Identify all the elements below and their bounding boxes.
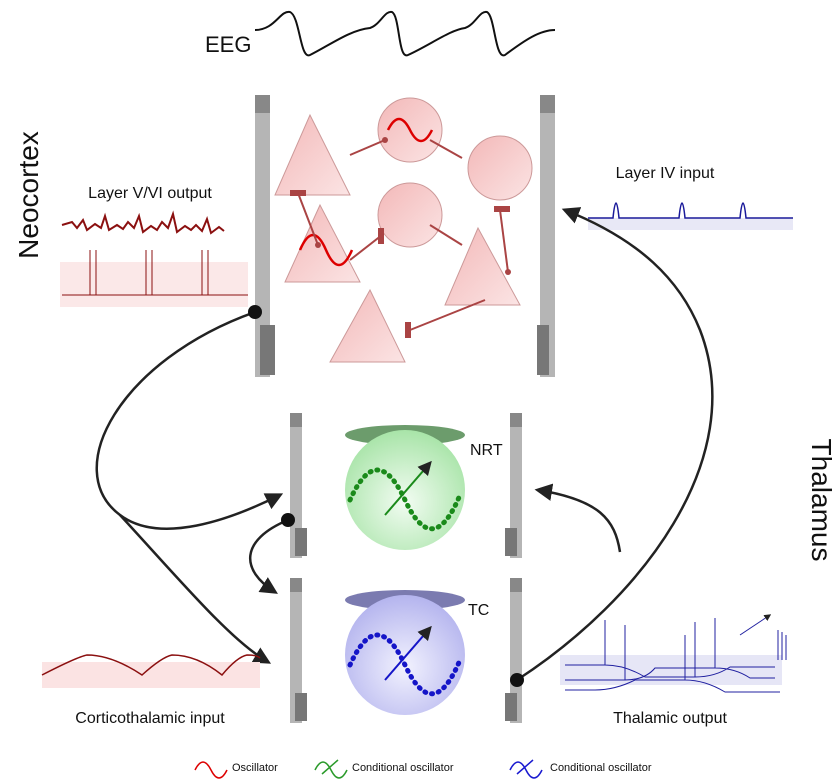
output-trace bbox=[62, 214, 224, 233]
tc-label: TC bbox=[468, 602, 489, 619]
eeg-trace bbox=[255, 12, 555, 56]
legend-label: Conditional oscillator bbox=[550, 762, 652, 774]
panel-label: Corticothalamic input bbox=[75, 710, 225, 727]
nrt-label: NRT bbox=[470, 442, 503, 459]
legend-symbol bbox=[315, 760, 347, 778]
diagram: EEG Neocortex Thalamus Layer V/VI output… bbox=[0, 0, 840, 779]
legend: Oscillator Conditional oscillator Condit… bbox=[195, 760, 652, 778]
neocortex-label: Neocortex bbox=[13, 131, 44, 259]
eeg-label: EEG bbox=[205, 32, 251, 57]
nrt-nucleus bbox=[345, 430, 465, 550]
cortical-neurons bbox=[275, 98, 532, 362]
thalamus-label: Thalamus bbox=[806, 439, 837, 562]
panel-label: Layer IV input bbox=[616, 165, 715, 182]
tc-nucleus bbox=[345, 595, 465, 715]
trace-background bbox=[60, 262, 248, 307]
junction bbox=[248, 305, 262, 319]
trace-background bbox=[588, 218, 793, 230]
legend-symbol bbox=[510, 760, 542, 778]
junction bbox=[281, 513, 295, 527]
trace-background bbox=[42, 662, 260, 688]
legend-label: Oscillator bbox=[232, 762, 278, 774]
panel-label: Layer V/VI output bbox=[88, 185, 212, 202]
legend-label: Conditional oscillator bbox=[352, 762, 454, 774]
junction bbox=[510, 673, 524, 687]
panel-label: Thalamic output bbox=[613, 710, 727, 727]
legend-symbol bbox=[195, 762, 227, 778]
input-trace bbox=[588, 203, 793, 218]
